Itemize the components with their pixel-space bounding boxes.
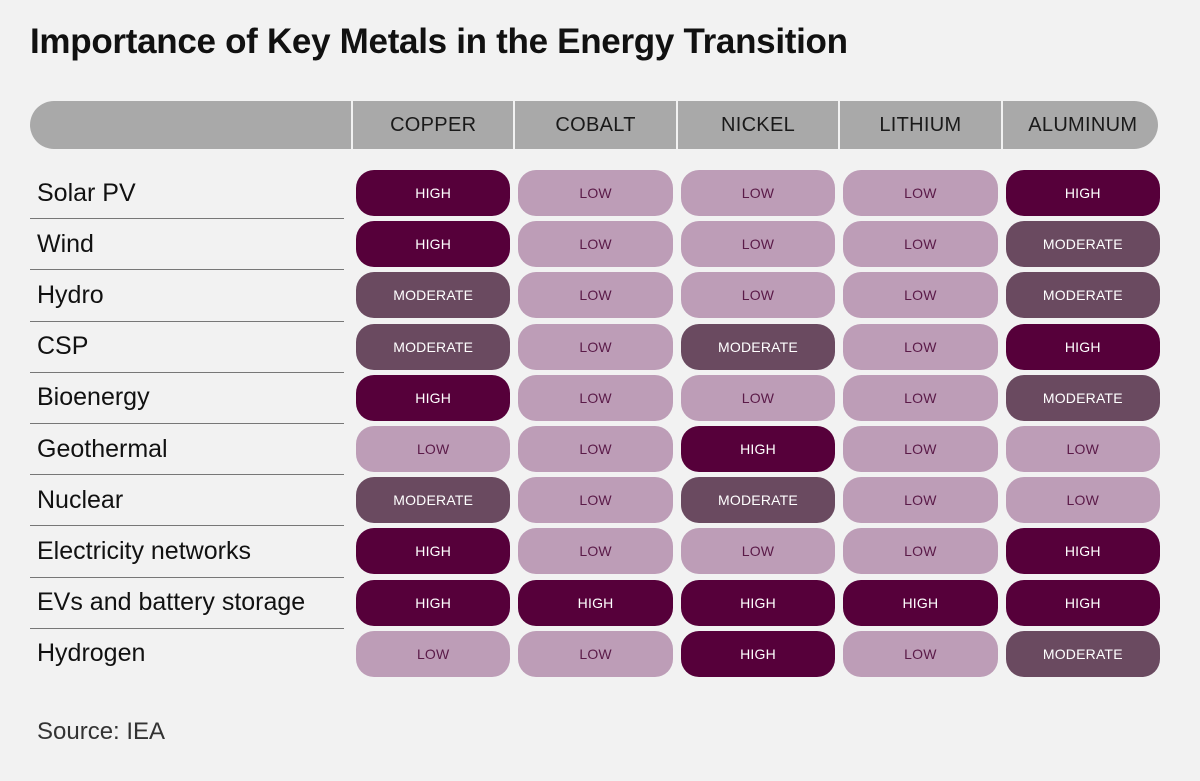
row-label-nuclear: Nuclear [37,485,124,514]
rating-pill-hydro-cobalt: LOW [518,272,673,319]
rating-pill-hydrogen-nickel: HIGH [680,630,836,677]
row-label-csp: CSP [37,332,89,361]
column-header-copper: COPPER [390,113,477,136]
rating-pill-csp-copper: MODERATE [356,323,511,370]
rating-pill-wind-copper: HIGH [356,221,511,268]
rating-pill-geothermal-lithium: LOW [843,426,998,472]
rating-pill-wind-lithium: LOW [843,221,998,268]
rating-pill-evs-and-battery-storage-cobalt: HIGH [518,579,673,626]
rating-pill-csp-nickel: MODERATE [680,323,836,370]
row-label-evs-and-battery-storage: EVs and battery storage [37,588,306,617]
column-separator [838,101,841,149]
chart-title: Importance of Key Metals in the Energy T… [30,22,848,61]
rating-pill-hydro-nickel: LOW [680,272,836,319]
rating-pill-solar-pv-aluminum: HIGH [1005,170,1160,216]
rating-pill-csp-lithium: LOW [843,323,998,370]
row-label-bioenergy: Bioenergy [37,383,150,412]
rating-pill-wind-aluminum: MODERATE [1005,221,1160,268]
rating-pill-geothermal-cobalt: LOW [518,426,673,472]
column-separator [1000,101,1003,149]
rating-pill-bioenergy-lithium: LOW [843,374,998,421]
rating-pill-hydro-aluminum: MODERATE [1005,272,1160,319]
row-label-geothermal: Geothermal [37,434,168,463]
rating-pill-geothermal-copper: LOW [356,426,511,472]
rating-pill-nuclear-nickel: MODERATE [680,477,836,524]
rating-pill-evs-and-battery-storage-nickel: HIGH [680,579,836,626]
rating-pill-solar-pv-nickel: LOW [680,170,836,216]
row-label-hydro: Hydro [37,280,104,309]
column-header-nickel: NICKEL [720,113,796,136]
rating-pill-geothermal-nickel: HIGH [680,426,836,472]
rating-pill-hydrogen-copper: LOW [356,630,511,677]
rating-pill-solar-pv-cobalt: LOW [518,170,673,216]
rating-pill-electricity-networks-lithium: LOW [843,528,998,575]
row-label-solar-pv: Solar PV [37,178,136,207]
row-divider [30,627,344,629]
rating-pill-csp-aluminum: HIGH [1005,323,1160,370]
rating-pill-bioenergy-nickel: LOW [680,374,836,421]
column-header-aluminum: ALUMINUM [1028,113,1138,136]
column-header-bar [30,101,1158,149]
rating-pill-csp-cobalt: LOW [518,323,673,370]
row-divider [30,320,344,322]
rating-pill-evs-and-battery-storage-lithium: HIGH [843,579,998,626]
rating-pill-hydrogen-cobalt: LOW [518,630,673,677]
rating-pill-wind-nickel: LOW [680,221,836,268]
source-note: Source: IEA [37,718,166,745]
rating-pill-geothermal-aluminum: LOW [1005,426,1160,472]
rating-pill-hydrogen-aluminum: MODERATE [1005,630,1160,677]
rating-pill-nuclear-lithium: LOW [843,477,998,524]
rating-pill-bioenergy-copper: HIGH [356,374,511,421]
rating-pill-bioenergy-cobalt: LOW [518,374,673,421]
row-divider [30,576,344,578]
rating-pill-nuclear-cobalt: LOW [518,477,673,524]
rating-pill-wind-cobalt: LOW [518,221,673,268]
rating-pill-solar-pv-copper: HIGH [356,170,511,216]
rating-pill-electricity-networks-nickel: LOW [680,528,836,575]
row-divider [30,218,344,220]
column-header-lithium: LITHIUM [879,113,962,136]
row-label-wind: Wind [37,229,94,258]
rating-pill-electricity-networks-aluminum: HIGH [1005,528,1160,575]
rating-pill-nuclear-aluminum: LOW [1005,477,1160,524]
rating-pill-nuclear-copper: MODERATE [356,477,511,524]
rating-pill-solar-pv-lithium: LOW [843,170,998,216]
rating-pill-electricity-networks-cobalt: LOW [518,528,673,575]
row-divider [30,269,344,271]
rating-pill-hydro-copper: MODERATE [356,272,511,319]
column-separator [351,101,353,149]
row-divider [30,525,344,527]
column-header-cobalt: COBALT [555,113,636,136]
rating-pill-hydro-lithium: LOW [843,272,998,319]
rating-pill-evs-and-battery-storage-aluminum: HIGH [1005,579,1160,626]
row-divider [30,371,344,373]
rating-pill-hydrogen-lithium: LOW [843,630,998,677]
rating-pill-evs-and-battery-storage-copper: HIGH [356,579,511,626]
rating-pill-bioenergy-aluminum: MODERATE [1005,374,1160,421]
row-label-electricity-networks: Electricity networks [37,536,251,565]
row-divider [30,423,344,424]
row-divider [30,474,344,476]
rating-pill-electricity-networks-copper: HIGH [356,528,511,575]
column-separator [675,101,678,149]
row-label-hydrogen: Hydrogen [37,639,146,668]
column-separator [513,101,516,149]
